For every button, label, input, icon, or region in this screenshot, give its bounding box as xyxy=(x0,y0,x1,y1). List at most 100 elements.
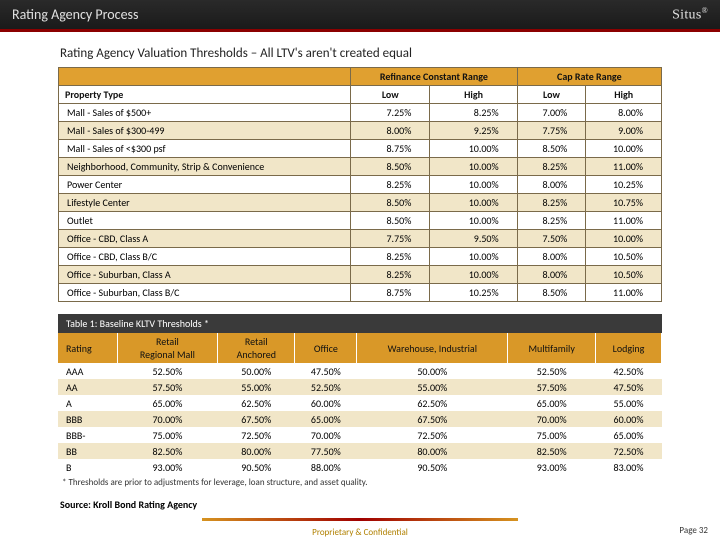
cell-value: 57.50% xyxy=(508,379,596,395)
cell-value: 47.50% xyxy=(596,379,662,395)
col-header: Office xyxy=(295,333,357,363)
cell-value: 65.00% xyxy=(295,411,357,427)
cell-value: 10.75% xyxy=(586,194,662,212)
table-row: Office - CBD, Class B/C8.25%10.00%8.00%1… xyxy=(59,248,662,266)
cell-value: 11.00% xyxy=(586,212,662,230)
row-label: Office - CBD, Class B/C xyxy=(59,248,351,266)
table-row: Neighborhood, Community, Strip & Conveni… xyxy=(59,158,662,176)
cell-value: 8.25% xyxy=(517,158,586,176)
cell-value: 8.00% xyxy=(517,176,586,194)
rating-cell: A xyxy=(58,395,117,411)
col-header: Warehouse, Industrial xyxy=(357,333,508,363)
table1-wrap: Refinance Constant Range Cap Rate Range … xyxy=(58,67,662,302)
footer-page: Page 32 xyxy=(679,525,708,536)
cell-value: 8.00% xyxy=(517,248,586,266)
cell-value: 7.75% xyxy=(517,122,586,140)
cell-value: 93.00% xyxy=(117,459,217,475)
cell-value: 8.00% xyxy=(351,122,430,140)
cell-value: 60.00% xyxy=(596,411,662,427)
table-row: Mall - Sales of $500+7.25%8.25%7.00%8.00… xyxy=(59,104,662,122)
header-bar: Rating Agency Process Situs® xyxy=(0,0,720,32)
cell-value: 70.00% xyxy=(295,427,357,443)
col-low2: Low xyxy=(517,86,586,104)
footer-center: Proprietary & Confidential xyxy=(0,527,720,538)
cell-value: 90.50% xyxy=(218,459,295,475)
cell-value: 8.00% xyxy=(586,104,662,122)
cell-value: 10.00% xyxy=(430,194,517,212)
cell-value: 67.50% xyxy=(218,411,295,427)
table-row: BBB70.00%67.50%65.00%67.50%70.00%60.00% xyxy=(58,411,662,427)
cell-value: 8.00% xyxy=(517,266,586,284)
cell-value: 8.50% xyxy=(351,194,430,212)
table-row: Office - Suburban, Class A8.25%10.00%8.0… xyxy=(59,266,662,284)
row-label: Mall - Sales of $500+ xyxy=(59,104,351,122)
cell-value: 11.00% xyxy=(586,284,662,302)
cell-value: 50.00% xyxy=(218,363,295,379)
cell-value: 10.25% xyxy=(430,284,517,302)
table-row: Mall - Sales of $300-4998.00%9.25%7.75%9… xyxy=(59,122,662,140)
cell-value: 90.50% xyxy=(357,459,508,475)
cell-value: 72.50% xyxy=(596,443,662,459)
cell-value: 55.00% xyxy=(218,379,295,395)
table-row: AAA52.50%50.00%47.50%50.00%52.50%42.50% xyxy=(58,363,662,379)
cell-value: 55.00% xyxy=(357,379,508,395)
rating-cell: BBB xyxy=(58,411,117,427)
cell-value: 82.50% xyxy=(508,443,596,459)
col-header: Rating xyxy=(58,333,117,363)
cell-value: 55.00% xyxy=(596,395,662,411)
kltv-thresholds-table: RatingRetailRegional MallRetailAnchoredO… xyxy=(58,333,662,475)
table-row: Office - CBD, Class A7.75%9.50%7.50%10.0… xyxy=(59,230,662,248)
cell-value: 52.50% xyxy=(295,379,357,395)
cell-value: 67.50% xyxy=(357,411,508,427)
cell-value: 8.75% xyxy=(351,284,430,302)
cell-value: 8.50% xyxy=(517,140,586,158)
cell-value: 80.00% xyxy=(218,443,295,459)
subtitle: Rating Agency Valuation Thresholds – All… xyxy=(60,46,660,61)
cell-value: 8.25% xyxy=(351,176,430,194)
cell-value: 10.00% xyxy=(430,212,517,230)
cell-value: 88.00% xyxy=(295,459,357,475)
row-label: Office - Suburban, Class B/C xyxy=(59,284,351,302)
table1-group-header: Refinance Constant Range Cap Rate Range xyxy=(59,68,662,86)
cell-value: 9.00% xyxy=(586,122,662,140)
table-row: Outlet8.50%10.00%8.25%11.00% xyxy=(59,212,662,230)
cell-value: 8.25% xyxy=(351,266,430,284)
cell-value: 8.50% xyxy=(351,158,430,176)
table-row: Office - Suburban, Class B/C8.75%10.25%8… xyxy=(59,284,662,302)
cell-value: 9.50% xyxy=(430,230,517,248)
cell-value: 10.00% xyxy=(586,230,662,248)
rating-cell: AAA xyxy=(58,363,117,379)
cell-value: 70.00% xyxy=(117,411,217,427)
cell-value: 60.00% xyxy=(295,395,357,411)
cell-value: 8.75% xyxy=(351,140,430,158)
cell-value: 65.00% xyxy=(596,427,662,443)
col-header: RetailAnchored xyxy=(218,333,295,363)
col-header: Lodging xyxy=(596,333,662,363)
row-label: Mall - Sales of $300-499 xyxy=(59,122,351,140)
page-title: Rating Agency Process xyxy=(12,6,139,23)
table-row: A65.00%62.50%60.00%62.50%65.00%55.00% xyxy=(58,395,662,411)
rating-cell: AA xyxy=(58,379,117,395)
cell-value: 47.50% xyxy=(295,363,357,379)
cell-value: 62.50% xyxy=(357,395,508,411)
cell-value: 52.50% xyxy=(508,363,596,379)
cell-value: 10.00% xyxy=(430,140,517,158)
cell-value: 93.00% xyxy=(508,459,596,475)
cell-value: 42.50% xyxy=(596,363,662,379)
cell-value: 8.25% xyxy=(517,212,586,230)
col-high1: High xyxy=(430,86,517,104)
col-prop-type: Property Type xyxy=(59,86,351,104)
rating-cell: B xyxy=(58,459,117,475)
col-header: RetailRegional Mall xyxy=(117,333,217,363)
table-row: B93.00%90.50%88.00%90.50%93.00%83.00% xyxy=(58,459,662,475)
table2-wrap: Table 1: Baseline KLTV Thresholds * Rati… xyxy=(58,314,662,488)
logo: Situs® xyxy=(672,6,708,24)
cell-value: 7.75% xyxy=(351,230,430,248)
table-row: BB82.50%80.00%77.50%80.00%82.50%72.50% xyxy=(58,443,662,459)
cell-value: 7.50% xyxy=(517,230,586,248)
col-header: Multifamily xyxy=(508,333,596,363)
rating-cell: BBB- xyxy=(58,427,117,443)
cell-value: 52.50% xyxy=(117,363,217,379)
cell-value: 72.50% xyxy=(218,427,295,443)
cell-value: 10.50% xyxy=(586,248,662,266)
